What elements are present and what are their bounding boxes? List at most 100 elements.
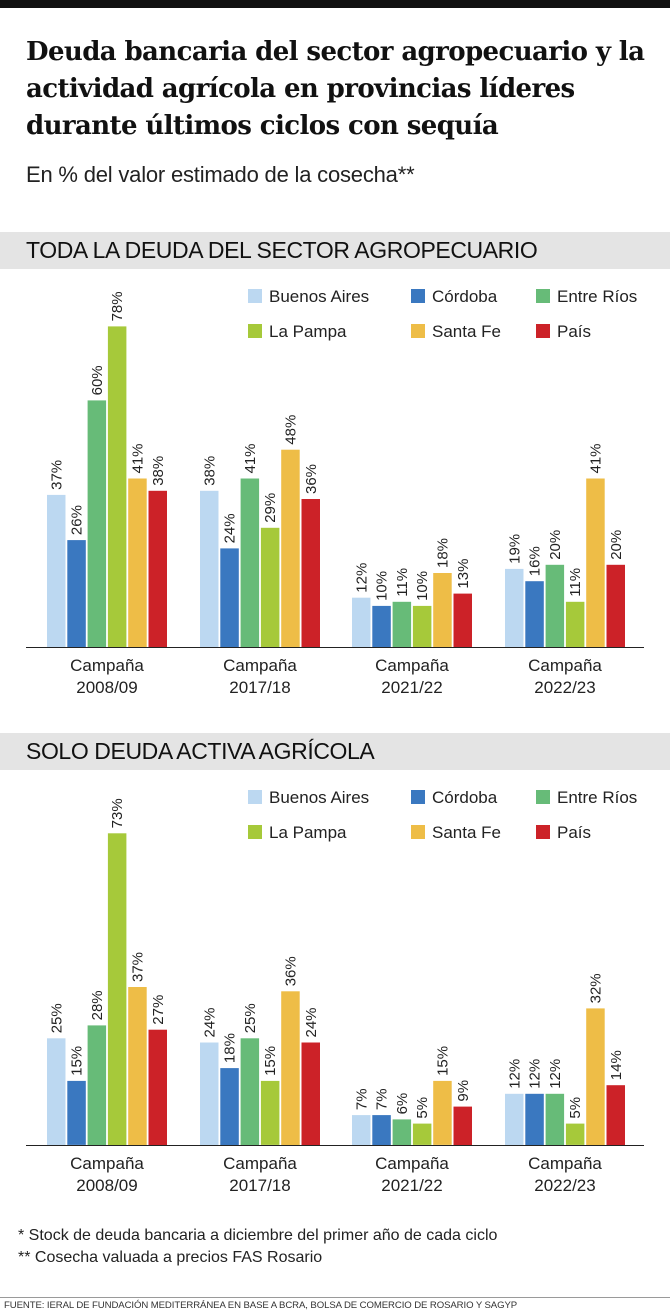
bar-santa-fe-campana-2022-23 xyxy=(586,1008,605,1145)
value-label-la-pampa-campana-2017-18: 29% xyxy=(262,493,279,523)
bar-santa-fe-campana-2021-22 xyxy=(433,1080,452,1145)
value-label-buenos-aires-campana-2021-22: 7% xyxy=(353,1088,370,1110)
value-label-santa-fe-campana-2008-09: 41% xyxy=(129,443,146,473)
bar-pais-campana-2017-18 xyxy=(301,499,320,647)
value-label-santa-fe-campana-2021-22: 15% xyxy=(434,1046,451,1076)
value-label-santa-fe-campana-2017-18: 36% xyxy=(282,956,299,986)
value-label-pais-campana-2017-18: 24% xyxy=(303,1007,320,1037)
bar-group-campana-2022-23: 12% 12% 12%5%32%14% xyxy=(505,973,625,1145)
legend-item-cordoba: Córdoba xyxy=(411,788,498,807)
value-label-entre-rios-campana-2021-22: 6% xyxy=(394,1093,411,1115)
value-label-santa-fe-campana-2021-22: 18% xyxy=(434,538,451,568)
legend-swatch xyxy=(536,790,550,804)
bar-entre-rios-campana-2017-18 xyxy=(240,478,260,647)
value-label-buenos-aires-campana-2021-22: 12% xyxy=(353,563,370,593)
legend-swatch xyxy=(411,825,425,839)
legend-swatch xyxy=(411,289,425,303)
category-label-campana-2008-09: Campaña 2008/09 xyxy=(70,1154,144,1195)
bar-cordoba-campana-2022-23 xyxy=(525,1093,544,1145)
value-label-la-pampa-campana-2021-22: 5% xyxy=(414,1097,431,1119)
legend-label: Santa Fe xyxy=(432,322,501,341)
bar-la-pampa-campana-2017-18 xyxy=(260,1080,280,1145)
category-label-campana-2017-18: Campaña 2017/18 xyxy=(223,1154,297,1195)
bar-group-campana-2022-23: 19% 16%20%11%41%20% xyxy=(505,443,625,647)
bar-entre-rios-campana-2022-23 xyxy=(545,1093,565,1145)
value-label-la-pampa-campana-2022-23: 5% xyxy=(567,1097,584,1119)
value-label-buenos-aires-campana-2022-23: 19% xyxy=(506,534,523,564)
bar-santa-fe-campana-2008-09 xyxy=(128,987,147,1145)
bar-entre-rios-campana-2021-22 xyxy=(392,601,412,647)
legend-swatch xyxy=(411,324,425,338)
bar-la-pampa-campana-2022-23 xyxy=(565,601,585,647)
bar-group-campana-2017-18: 38% 24% 41% 29% 48% 36% xyxy=(200,415,320,647)
legend-item-entre-rios: Entre Ríos xyxy=(536,788,637,807)
value-label-entre-rios-campana-2022-23: 20% xyxy=(547,530,564,560)
bar-buenos-aires-campana-2022-23 xyxy=(505,568,524,647)
bar-buenos-aires-campana-2022-23 xyxy=(505,1093,524,1145)
value-label-buenos-aires-campana-2017-18: 38% xyxy=(201,456,218,486)
page-title: Deuda bancaria del sector agropecuario y… xyxy=(26,37,645,141)
value-label-la-pampa-campana-2008-09: 73% xyxy=(109,798,126,828)
bar-cordoba-campana-2017-18 xyxy=(220,1068,239,1145)
value-label-santa-fe-campana-2022-23: 32% xyxy=(588,973,605,1003)
bar-pais-campana-2008-09 xyxy=(148,490,167,647)
value-label-cordoba-campana-2022-23: 12% xyxy=(527,1059,544,1089)
value-label-cordoba-campana-2017-18: 24% xyxy=(222,513,239,543)
bar-santa-fe-campana-2008-09 xyxy=(128,478,147,647)
chart-agricultural-debt: Buenos Aires Córdoba Entre Ríos La Pampa San… xyxy=(26,788,644,1195)
legend-item-la-pampa: La Pampa xyxy=(248,322,347,341)
bar-pais-campana-2021-22 xyxy=(453,1106,472,1145)
legend-label: Entre Ríos xyxy=(557,788,637,807)
bar-la-pampa-campana-2022-23 xyxy=(565,1123,585,1145)
bar-group-campana-2008-09: 25%15% 28% 73% 37%27% xyxy=(47,798,167,1145)
value-label-pais-campana-2022-23: 14% xyxy=(608,1050,625,1080)
footnote-1: * Stock de deuda bancaria a diciembre de… xyxy=(18,1227,498,1244)
legend-label: País xyxy=(557,823,591,842)
value-label-cordoba-campana-2021-22: 7% xyxy=(374,1088,391,1110)
value-label-entre-rios-campana-2017-18: 25% xyxy=(242,1003,259,1033)
value-label-santa-fe-campana-2017-18: 48% xyxy=(282,415,299,445)
bar-cordoba-campana-2008-09 xyxy=(67,540,86,647)
bar-pais-campana-2021-22 xyxy=(453,593,472,647)
value-label-la-pampa-campana-2008-09: 78% xyxy=(109,291,126,321)
legend-item-cordoba: Córdoba xyxy=(411,287,498,306)
value-label-la-pampa-campana-2017-18: 15% xyxy=(262,1046,279,1076)
bar-cordoba-campana-2022-23 xyxy=(525,581,544,647)
category-label-campana-2008-09: Campaña 2008/09 xyxy=(70,656,144,697)
bar-entre-rios-campana-2008-09 xyxy=(87,1025,107,1145)
value-label-entre-rios-campana-2008-09: 28% xyxy=(89,990,106,1020)
legend-item-entre-rios: Entre Ríos xyxy=(536,287,637,306)
footnote-2: ** Cosecha valuada a precios FAS Rosario xyxy=(18,1249,323,1266)
value-label-buenos-aires-campana-2022-23: 12% xyxy=(506,1059,523,1089)
top-rule xyxy=(0,0,670,8)
bar-cordoba-campana-2021-22 xyxy=(372,605,391,647)
bar-entre-rios-campana-2021-22 xyxy=(392,1119,412,1145)
legend-label: Buenos Aires xyxy=(269,788,369,807)
legend-label: País xyxy=(557,322,591,341)
value-label-santa-fe-campana-2008-09: 37% xyxy=(129,952,146,982)
section-title-total-debt: TODA LA DEUDA DEL SECTOR AGROPECUARIO xyxy=(26,237,538,263)
legend-label: La Pampa xyxy=(269,823,347,842)
value-label-cordoba-campana-2017-18: 18% xyxy=(222,1033,239,1063)
legend-item-buenos-aires: Buenos Aires xyxy=(248,287,369,306)
bar-santa-fe-campana-2017-18 xyxy=(281,449,300,647)
category-label-campana-2021-22: Campaña 2021/22 xyxy=(375,1154,449,1195)
bar-santa-fe-campana-2021-22 xyxy=(433,573,452,647)
bar-cordoba-campana-2008-09 xyxy=(67,1080,86,1145)
legend-swatch xyxy=(536,324,550,338)
value-label-cordoba-campana-2021-22: 10% xyxy=(374,571,391,601)
value-label-buenos-aires-campana-2008-09: 37% xyxy=(48,460,65,490)
bar-pais-campana-2017-18 xyxy=(301,1042,320,1145)
bar-cordoba-campana-2017-18 xyxy=(220,548,239,647)
legend-label: Buenos Aires xyxy=(269,287,369,306)
legend-item-pais: País xyxy=(536,823,591,842)
legend-label: Entre Ríos xyxy=(557,287,637,306)
legend-swatch xyxy=(248,825,262,839)
section-band-total-debt: TODA LA DEUDA DEL SECTOR AGROPECUARIO xyxy=(0,232,670,269)
bar-group-campana-2017-18: 24%18%25%15%36%24% xyxy=(200,956,320,1145)
legend-item-santa-fe: Santa Fe xyxy=(411,823,501,842)
value-label-cordoba-campana-2022-23: 16% xyxy=(527,546,544,576)
source-divider xyxy=(0,1297,670,1298)
legend-item-pais: País xyxy=(536,322,591,341)
bar-buenos-aires-campana-2008-09 xyxy=(47,494,66,647)
